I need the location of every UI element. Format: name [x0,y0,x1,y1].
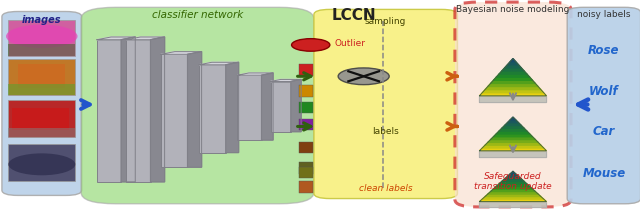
FancyBboxPatch shape [455,2,571,207]
Polygon shape [237,73,273,75]
Polygon shape [121,37,135,182]
Polygon shape [479,201,547,207]
Bar [126,40,150,182]
Bar [12,108,68,130]
Text: clean labels: clean labels [359,184,413,193]
Bar [271,82,291,132]
Circle shape [338,68,389,85]
Polygon shape [488,83,538,87]
Bar [300,163,313,174]
Polygon shape [485,194,541,196]
Bar [8,84,76,95]
Bar [300,102,313,113]
Polygon shape [226,62,239,153]
Polygon shape [508,120,518,123]
Polygon shape [479,93,547,96]
Bar [300,142,313,153]
Bar [8,128,76,137]
Text: Car: Car [593,125,615,138]
Polygon shape [188,52,202,167]
Polygon shape [499,128,527,131]
Bar [97,40,121,182]
Polygon shape [491,80,535,83]
Polygon shape [493,186,532,189]
Text: Mouse: Mouse [582,167,625,180]
Polygon shape [502,179,524,181]
Polygon shape [504,176,522,179]
Text: images: images [22,15,61,25]
Polygon shape [510,171,516,174]
Text: Rose: Rose [588,44,620,57]
Polygon shape [479,148,547,151]
Polygon shape [483,90,543,93]
Bar [300,167,313,178]
Text: labels: labels [372,127,399,136]
Polygon shape [485,142,541,145]
Bar [300,64,313,76]
Polygon shape [199,62,239,65]
Polygon shape [496,131,530,134]
FancyBboxPatch shape [567,7,640,204]
Circle shape [292,39,330,51]
Text: Outlier: Outlier [335,39,366,48]
Text: Bayesian noise modeling: Bayesian noise modeling [456,5,570,14]
Polygon shape [126,37,164,40]
Bar [8,20,76,56]
Text: Safeguarded
transition update: Safeguarded transition update [474,172,552,191]
Bar [237,75,262,140]
Bar [300,181,313,193]
Polygon shape [479,96,547,102]
Text: classifier network: classifier network [152,10,243,20]
Polygon shape [150,37,164,182]
Polygon shape [502,68,524,71]
Bar [8,144,76,181]
Polygon shape [488,140,538,142]
Polygon shape [502,125,524,128]
Polygon shape [508,174,518,176]
FancyBboxPatch shape [81,7,314,204]
Polygon shape [491,137,535,140]
Text: LCCN: LCCN [332,8,376,23]
FancyBboxPatch shape [314,9,458,199]
Polygon shape [510,59,516,62]
Bar [8,100,76,137]
Polygon shape [496,74,530,77]
Text: Wolf: Wolf [589,85,619,98]
Circle shape [8,153,76,175]
Polygon shape [504,123,522,125]
Circle shape [6,25,77,48]
Polygon shape [493,77,532,80]
Bar [19,64,65,88]
Polygon shape [488,191,538,194]
Text: sampling: sampling [365,17,406,26]
Polygon shape [483,196,543,199]
Bar [8,44,76,56]
Bar [199,65,226,153]
Polygon shape [262,73,273,140]
Bar [161,54,188,167]
Polygon shape [499,71,527,74]
Polygon shape [485,87,541,90]
Polygon shape [479,199,547,201]
Polygon shape [510,117,516,120]
Text: noisy labels: noisy labels [577,10,630,19]
Polygon shape [271,79,301,82]
Polygon shape [508,62,518,65]
Polygon shape [97,37,135,40]
Polygon shape [493,134,532,137]
Polygon shape [291,79,301,132]
Polygon shape [161,52,202,54]
Bar [8,59,76,95]
Polygon shape [483,145,543,148]
Polygon shape [504,65,522,68]
Bar [300,85,313,97]
Polygon shape [491,189,535,191]
Bar [300,119,313,130]
FancyBboxPatch shape [2,11,82,195]
Polygon shape [499,181,527,184]
Polygon shape [496,184,530,186]
Polygon shape [479,151,547,157]
